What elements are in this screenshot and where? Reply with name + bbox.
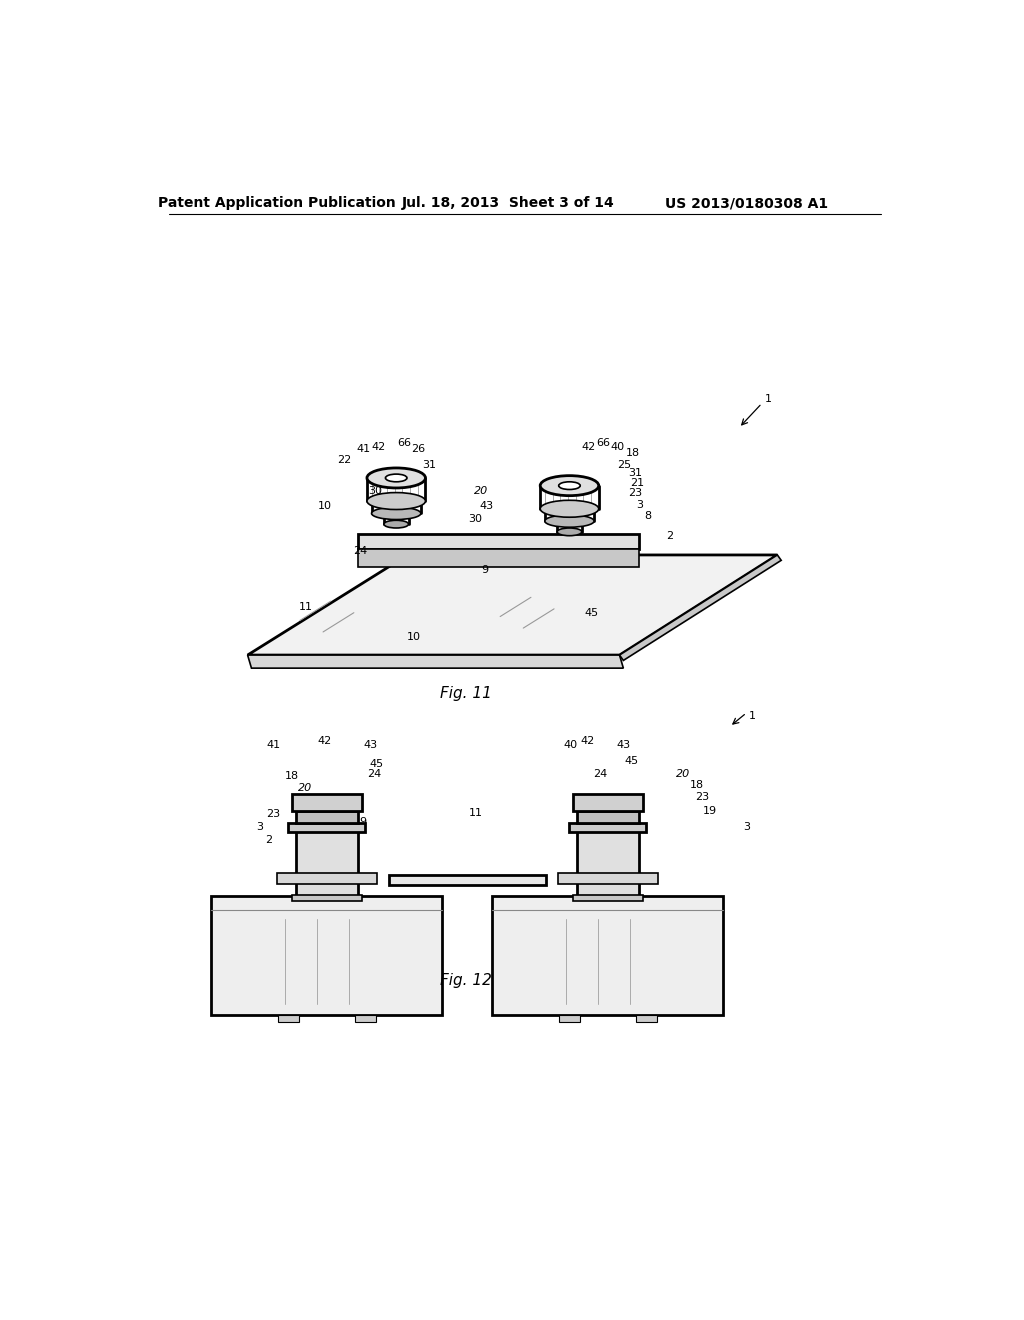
Text: 1: 1 [765, 393, 772, 404]
Text: 2: 2 [666, 531, 673, 541]
Bar [493, 896, 724, 1015]
Bar [276, 873, 377, 884]
Text: 43: 43 [616, 741, 631, 750]
Text: 2: 2 [265, 834, 272, 845]
Text: US 2013/0180308 A1: US 2013/0180308 A1 [665, 197, 828, 210]
Text: 3: 3 [636, 500, 643, 510]
Text: 23: 23 [266, 809, 281, 820]
Text: 30: 30 [369, 486, 382, 496]
Bar [388, 875, 547, 886]
Text: Fig. 11: Fig. 11 [439, 686, 492, 701]
Ellipse shape [385, 474, 407, 482]
Bar [636, 1015, 657, 1022]
Bar [558, 873, 658, 884]
Ellipse shape [541, 500, 599, 517]
Text: 66: 66 [397, 438, 412, 449]
Bar [559, 1015, 581, 1022]
Polygon shape [248, 554, 777, 655]
Text: 42: 42 [372, 442, 386, 453]
Text: 10: 10 [317, 502, 332, 511]
Text: 45: 45 [584, 607, 598, 618]
Text: 20: 20 [676, 770, 690, 779]
Bar [578, 822, 639, 896]
Text: 9: 9 [603, 814, 610, 824]
Text: 10: 10 [407, 632, 421, 643]
Bar [289, 822, 366, 832]
Text: 19: 19 [702, 807, 717, 816]
Text: 30: 30 [469, 513, 482, 524]
Text: 8: 8 [644, 511, 651, 521]
Text: 24: 24 [367, 770, 381, 779]
Ellipse shape [541, 475, 599, 496]
Ellipse shape [559, 482, 581, 490]
Text: 40: 40 [610, 442, 625, 453]
Text: 24: 24 [353, 546, 368, 556]
Ellipse shape [545, 515, 594, 527]
Text: 41: 41 [266, 741, 281, 750]
Polygon shape [620, 554, 781, 660]
Text: 3: 3 [256, 822, 263, 832]
Text: 41: 41 [356, 445, 370, 454]
Ellipse shape [367, 492, 425, 510]
Text: 11: 11 [469, 808, 482, 818]
Text: 18: 18 [627, 447, 640, 458]
Text: 25: 25 [617, 459, 631, 470]
Text: 20: 20 [297, 783, 311, 793]
Text: 43: 43 [479, 502, 494, 511]
Text: 11: 11 [299, 602, 313, 611]
Bar [292, 793, 361, 810]
Text: 43: 43 [364, 741, 378, 750]
Text: 42: 42 [317, 735, 332, 746]
Text: 40: 40 [564, 741, 579, 750]
Bar [578, 810, 639, 822]
Text: 21: 21 [630, 478, 644, 488]
Ellipse shape [384, 520, 409, 528]
Text: 18: 18 [690, 780, 705, 791]
Ellipse shape [545, 502, 594, 516]
Text: 9: 9 [481, 565, 488, 576]
Ellipse shape [557, 528, 582, 536]
Bar [278, 1015, 299, 1022]
Text: 18: 18 [286, 771, 299, 781]
Text: 45: 45 [624, 755, 638, 766]
Text: Jul. 18, 2013  Sheet 3 of 14: Jul. 18, 2013 Sheet 3 of 14 [401, 197, 614, 210]
Text: 26: 26 [412, 445, 426, 454]
Text: 23: 23 [629, 488, 643, 499]
Bar [569, 822, 646, 832]
Text: 3: 3 [743, 822, 750, 832]
Polygon shape [357, 549, 639, 566]
Text: 9: 9 [359, 817, 367, 828]
Text: 20: 20 [474, 486, 488, 496]
Text: 23: 23 [695, 792, 709, 803]
Ellipse shape [367, 469, 425, 488]
Bar [296, 822, 357, 896]
Text: Fig. 12: Fig. 12 [439, 973, 492, 989]
Text: 1: 1 [750, 711, 756, 721]
Text: 24: 24 [593, 770, 607, 779]
Text: 42: 42 [581, 735, 595, 746]
Bar [296, 810, 357, 822]
Text: 31: 31 [422, 459, 436, 470]
Bar [573, 895, 643, 900]
Bar [211, 896, 442, 1015]
Text: 45: 45 [370, 759, 384, 768]
Polygon shape [357, 535, 639, 549]
Bar [292, 895, 361, 900]
Text: 66: 66 [596, 438, 610, 449]
Text: Patent Application Publication: Patent Application Publication [158, 197, 395, 210]
Bar [573, 793, 643, 810]
Bar [354, 1015, 376, 1022]
Polygon shape [248, 655, 624, 668]
Text: 31: 31 [629, 467, 643, 478]
Text: 42: 42 [582, 442, 596, 453]
Text: 22: 22 [338, 455, 352, 465]
Ellipse shape [372, 494, 421, 508]
Ellipse shape [372, 507, 421, 520]
